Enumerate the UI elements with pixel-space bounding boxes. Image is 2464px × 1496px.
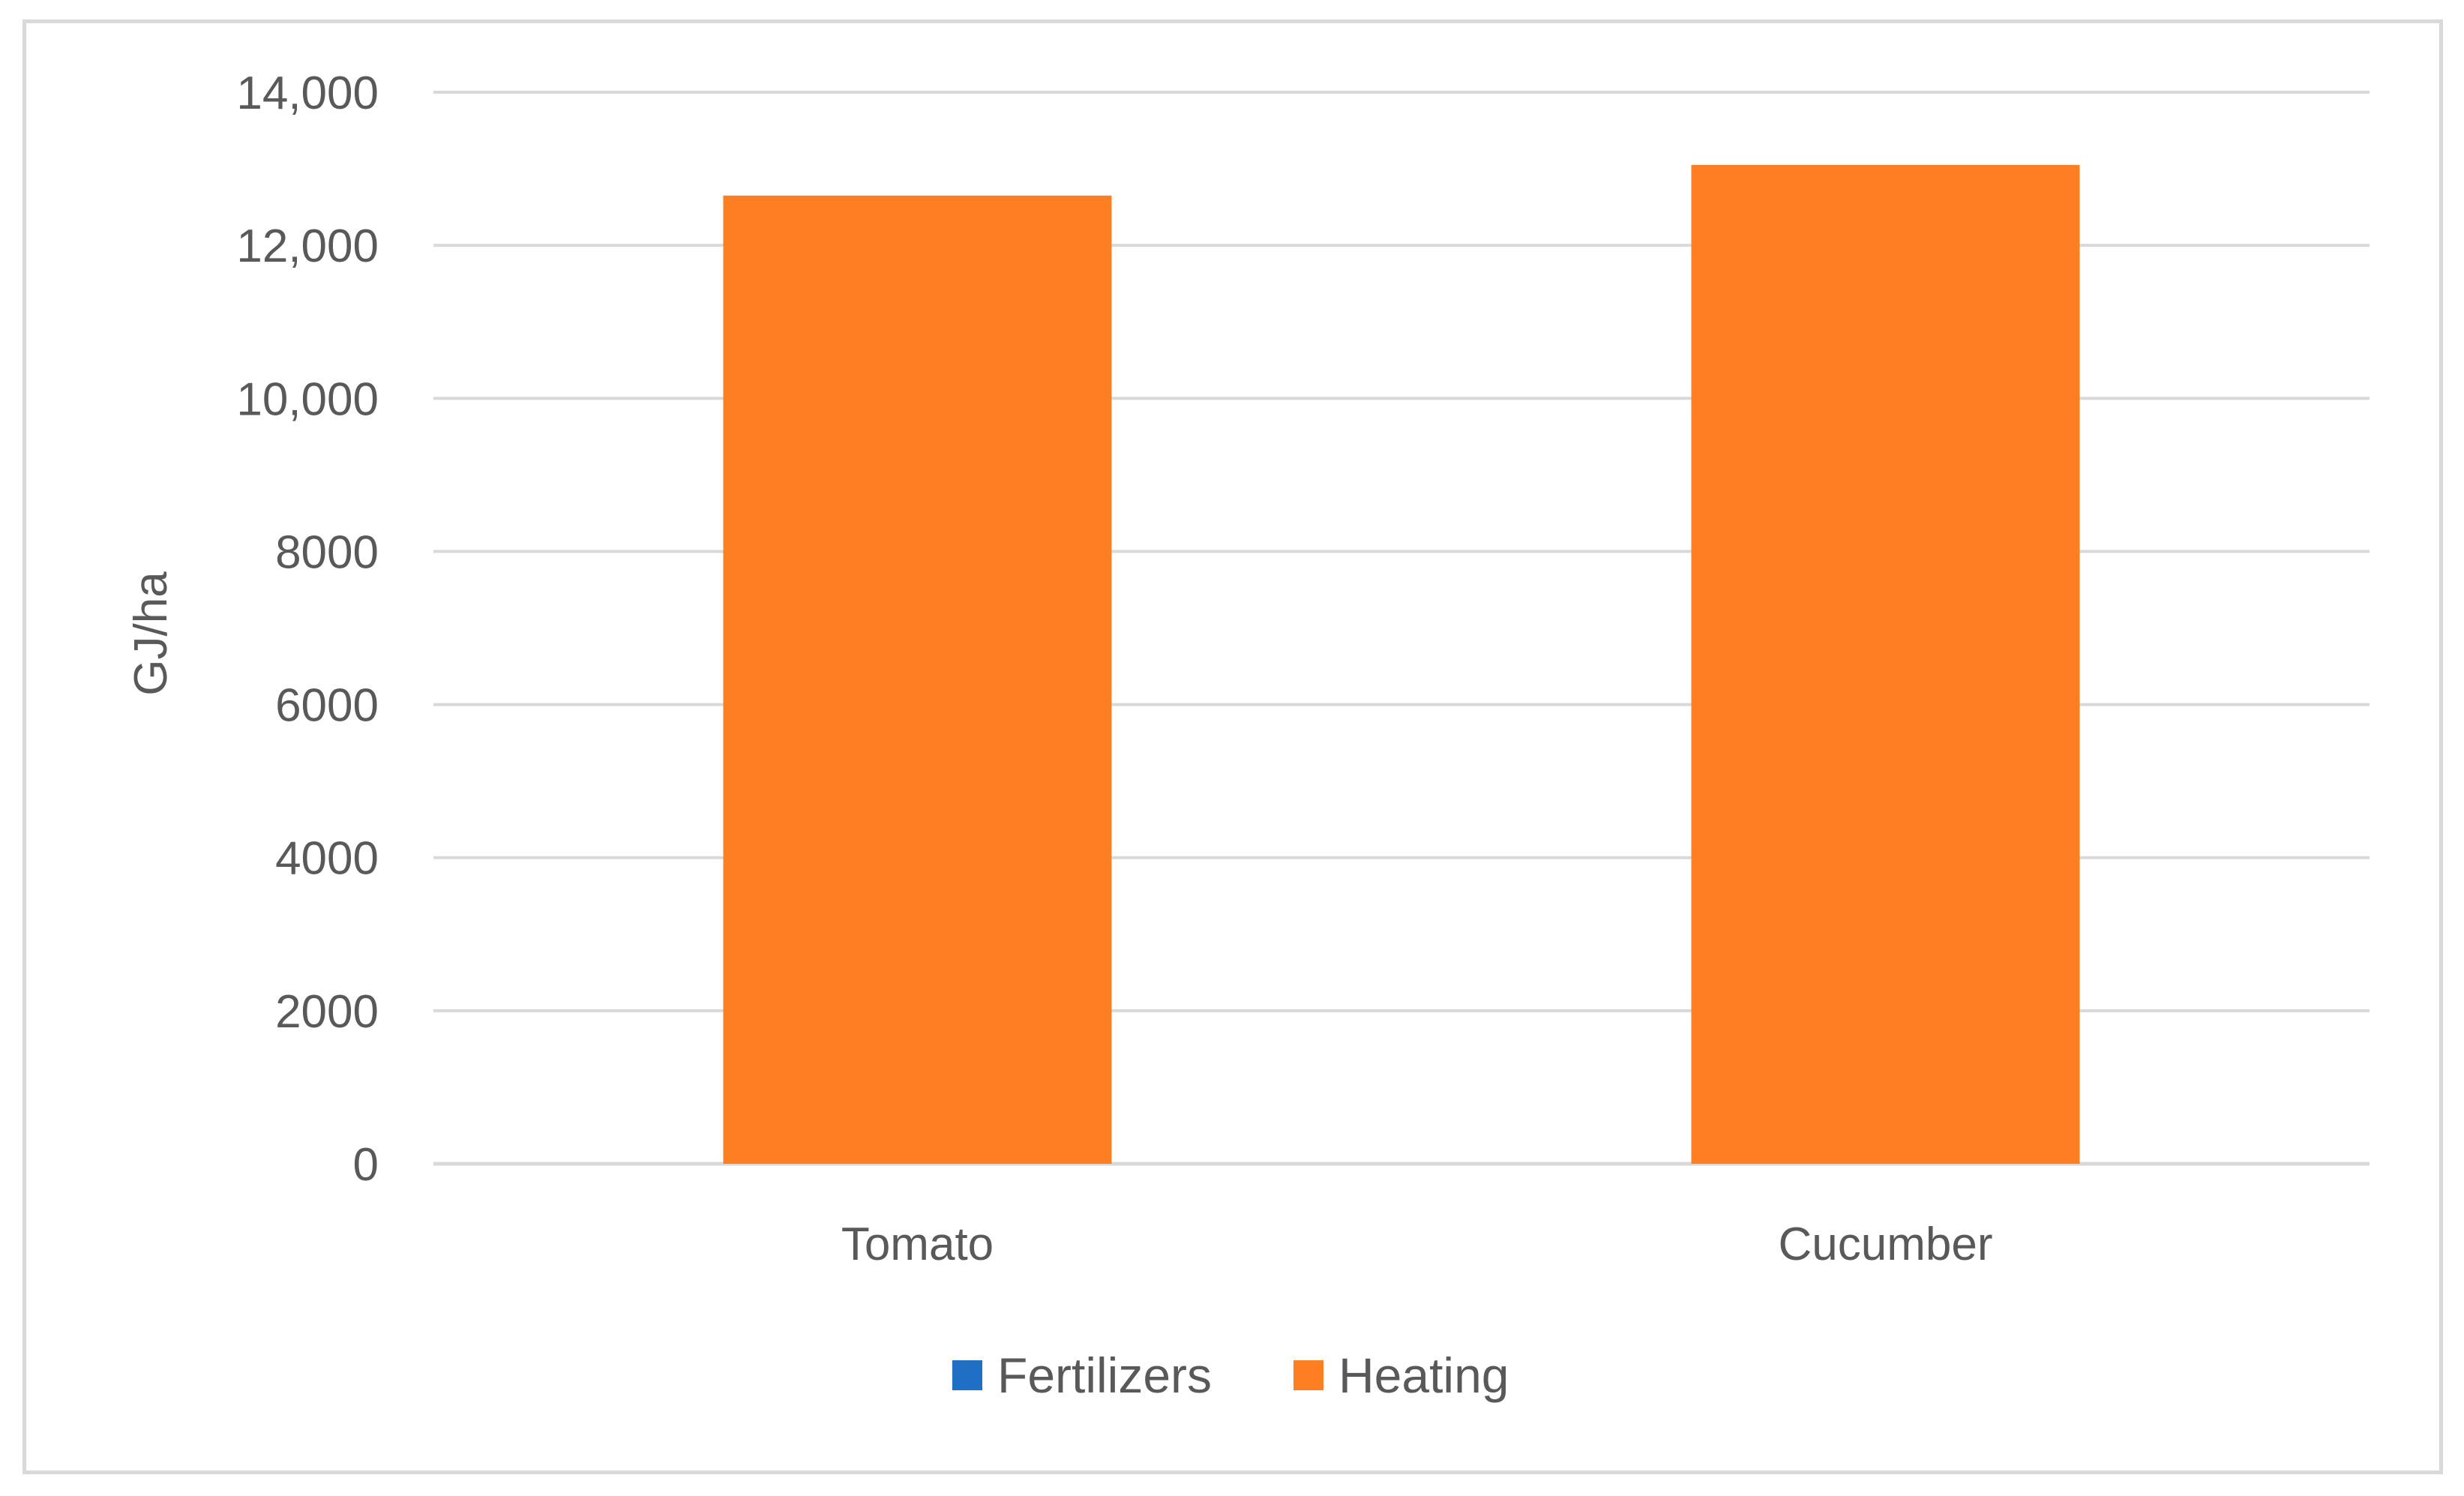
bar-heating-tomato: [723, 195, 1112, 1165]
y-tick-label: 2000: [275, 986, 379, 1038]
y-tick-label: 14,000: [236, 67, 379, 119]
y-tick-label: 10,000: [236, 373, 379, 425]
legend-swatch: [952, 1360, 982, 1390]
x-tick-label: Cucumber: [1779, 1219, 1993, 1270]
x-axis-ticks: Tomato Cucumber: [841, 1219, 1993, 1270]
legend-label: Heating: [1338, 1348, 1509, 1403]
bars: [723, 164, 2080, 1165]
y-tick-label: 4000: [275, 833, 379, 885]
y-axis-title: GJ/ha: [125, 571, 177, 696]
y-tick-label: 12,000: [236, 220, 379, 272]
y-tick-label: 0: [353, 1139, 379, 1191]
legend: Fertilizers Heating: [952, 1348, 1509, 1403]
y-tick-label: 6000: [275, 680, 379, 732]
y-tick-label: 8000: [275, 526, 379, 578]
bar-heating-cucumber: [1691, 164, 2080, 1164]
x-tick-label: Tomato: [841, 1219, 994, 1270]
y-axis-ticks: 0 2000 4000 6000 8000 10,000 12,000 14,000: [236, 67, 379, 1191]
legend-label: Fertilizers: [997, 1348, 1212, 1403]
legend-swatch: [1293, 1360, 1323, 1390]
